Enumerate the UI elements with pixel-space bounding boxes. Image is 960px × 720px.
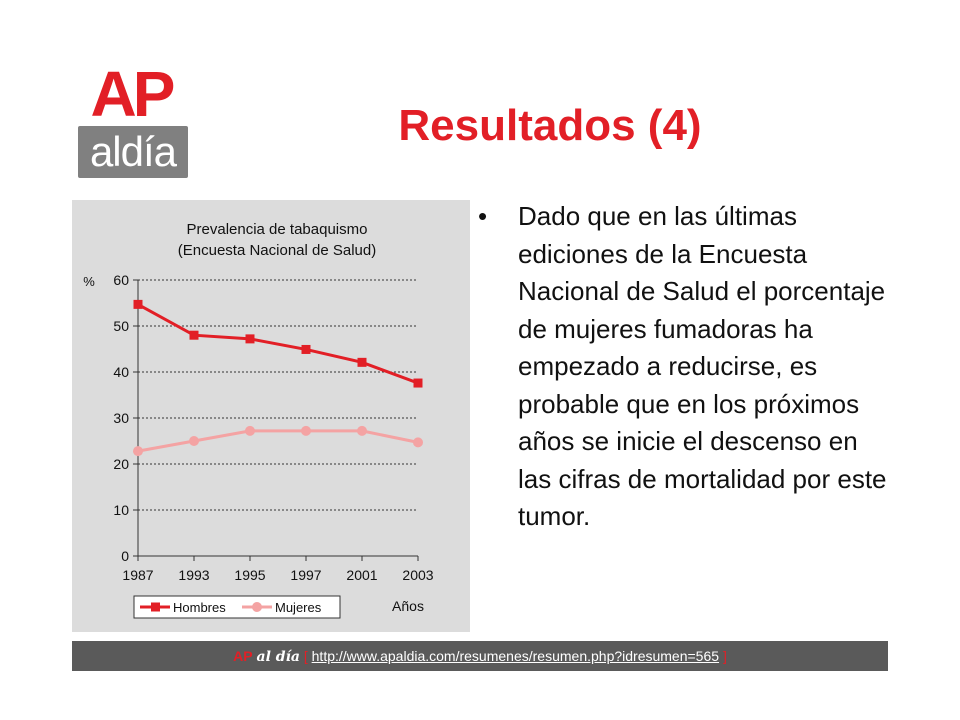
y-axis-label: %: [83, 274, 95, 289]
data-point-hombres: [301, 344, 311, 354]
y-tick-label: 0: [121, 548, 129, 564]
data-point-mujeres: [413, 437, 423, 448]
slide-title: Resultados (4): [398, 101, 702, 150]
x-tick-label: 2001: [346, 567, 377, 583]
y-tick-label: 50: [113, 318, 129, 334]
logo-aldia-text: aldía: [78, 126, 188, 178]
data-point-mujeres: [189, 436, 199, 446]
series-line-hombres: [137, 303, 419, 385]
footer-open-bracket: [: [303, 648, 308, 664]
footer-bar: AP al día [ http://www.apaldia.com/resum…: [72, 641, 888, 671]
footer-close-bracket: ]: [722, 648, 727, 664]
y-tick-label: 30: [113, 410, 129, 426]
data-point-hombres: [133, 299, 143, 309]
data-point-mujeres: [133, 446, 143, 457]
data-point-mujeres: [301, 425, 311, 436]
apaldia-logo: AP aldía: [74, 62, 188, 180]
chart-panel: Prevalencia de tabaquismo (Encuesta Naci…: [72, 200, 470, 632]
line-chart: Prevalencia de tabaquismo (Encuesta Naci…: [83, 221, 434, 619]
chart-title: Prevalencia de tabaquismo: [187, 221, 368, 238]
footer-link[interactable]: http://www.apaldia.com/resumenes/resumen…: [311, 648, 720, 664]
data-point-hombres: [413, 378, 423, 388]
data-point-mujeres: [245, 425, 255, 436]
y-tick-label: 10: [113, 502, 129, 518]
x-tick-label: 1993: [178, 567, 209, 583]
data-point-hombres: [357, 357, 367, 367]
data-point-hombres: [189, 330, 199, 340]
legend-swatch-marker: [151, 602, 160, 612]
data-point-mujeres: [357, 425, 367, 436]
x-tick-label: 1995: [234, 567, 265, 583]
chart-subtitle: (Encuesta Nacional de Salud): [178, 242, 376, 259]
legend-label: Mujeres: [275, 600, 322, 615]
x-axis-label: Años: [392, 598, 424, 614]
y-tick-label: 60: [113, 272, 129, 288]
x-tick-label: 2003: [402, 567, 433, 583]
data-point-hombres: [245, 334, 255, 344]
y-tick-label: 40: [113, 364, 129, 380]
legend-swatch-marker: [252, 602, 262, 612]
footer-brand: al día: [256, 649, 300, 665]
legend-box: [133, 595, 341, 619]
series-line-mujeres: [137, 429, 419, 453]
x-tick-label: 1997: [290, 567, 321, 583]
x-tick-label: 1987: [122, 567, 153, 583]
bullet-text: Dado que en las últimas ediciones de la …: [518, 201, 887, 531]
y-tick-label: 20: [113, 456, 129, 472]
logo-ap-text: AP: [90, 58, 176, 130]
footer-ap: AP: [233, 648, 253, 664]
bullet-marker: •: [478, 201, 488, 231]
legend-label: Hombres: [173, 600, 226, 615]
